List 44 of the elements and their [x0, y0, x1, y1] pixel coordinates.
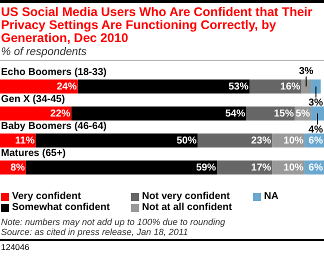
bar: [78, 79, 250, 94]
legend-label: Not at all confident: [142, 202, 232, 213]
bar: [0, 79, 78, 94]
data-label: 54%: [225, 108, 246, 120]
data-label: 23%: [251, 135, 272, 146]
bar: [311, 79, 321, 94]
bar: [0, 106, 72, 121]
data-label: 16%: [280, 81, 300, 92]
chart-subtitle: % of respondents: [0, 45, 324, 61]
data-label: 3%: [308, 97, 324, 108]
bar: [311, 106, 324, 121]
data-label: 4%: [308, 124, 324, 136]
data-label: 10%: [284, 135, 304, 146]
legend-label: Not very confident: [142, 191, 230, 202]
legend-label: NA: [264, 191, 278, 202]
data-label: 17%: [251, 162, 272, 174]
bar: [36, 133, 198, 148]
data-label: 53%: [228, 81, 249, 92]
bar: [71, 106, 246, 121]
chart-title: US Social Media Users Who Are Confident that Their Privacy Settings Are Functioning Correctly, by Generation, Dec 2010: [0, 4, 314, 45]
text: Note: numbers may not add up to 100% due to rounding: [1, 217, 226, 227]
data-label: 15%: [274, 108, 294, 120]
data-label: 6%: [308, 162, 324, 174]
text: 124046: [1, 242, 323, 252]
data-label: 8%: [10, 162, 26, 174]
bar: [198, 133, 272, 148]
data-label: 22%: [50, 108, 70, 120]
data-label: 24%: [56, 81, 77, 92]
bar: [26, 160, 218, 175]
data-label: 50%: [176, 135, 197, 146]
legend-label: Very confident: [12, 191, 81, 202]
data-label: 6%: [308, 135, 324, 146]
y-tick-label: Matures (65+): [1, 148, 66, 160]
y-tick-label: Gen X (34-45): [1, 94, 65, 106]
data-label: 11%: [15, 135, 35, 146]
data-label: 3%: [298, 66, 314, 78]
y-tick-label: Echo Boomers (18-33): [1, 67, 107, 78]
data-label: 10%: [284, 162, 304, 174]
legend-label: Somewhat confident: [12, 202, 110, 213]
source-note: Source: as cited in press release, Jan 18, 2011: [1, 227, 189, 237]
bar: [301, 79, 312, 94]
data-label: 5%: [296, 108, 310, 120]
data-label: 59%: [196, 162, 216, 174]
y-tick-label: Baby Boomers (46-64): [1, 121, 107, 132]
